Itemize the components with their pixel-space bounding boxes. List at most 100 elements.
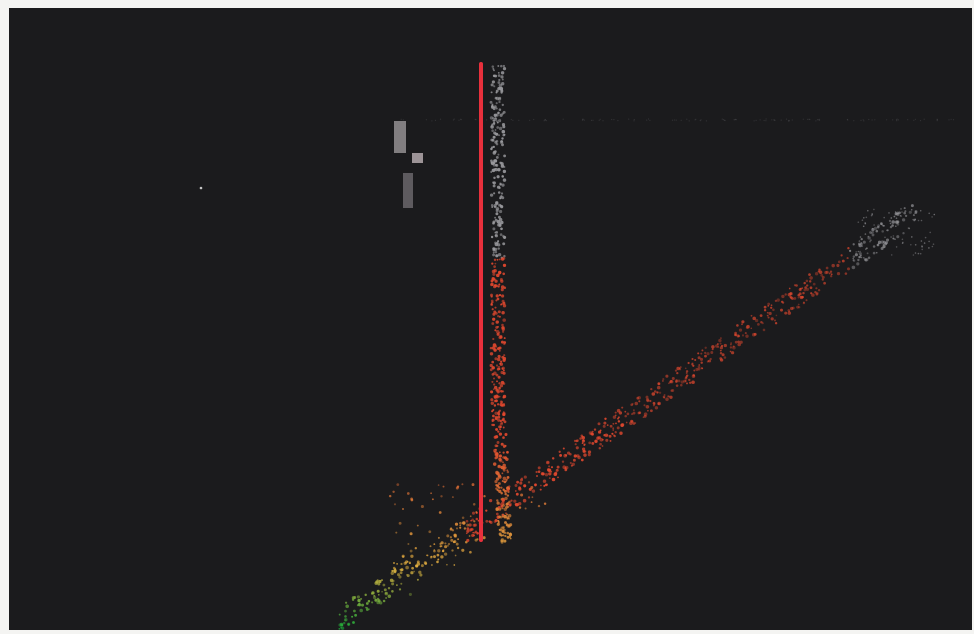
scan-point: [757, 323, 760, 326]
scan-point: [846, 257, 849, 260]
scan-point: [391, 582, 395, 586]
scan-point: [416, 560, 420, 564]
scan-point: [394, 568, 397, 570]
scan-point: [852, 257, 855, 260]
scan-point: [493, 310, 497, 314]
scan-point: [675, 384, 679, 387]
scan-point: [342, 621, 346, 625]
scan-point: [745, 334, 749, 338]
scan-point: [475, 511, 478, 513]
scan-point: [499, 515, 503, 519]
scan-point: [535, 474, 539, 478]
scan-point: [376, 589, 380, 593]
scan-point: [366, 606, 368, 609]
scan-point: [717, 345, 720, 348]
scan-point: [496, 126, 500, 129]
scan-point: [537, 504, 541, 508]
scan-point: [716, 343, 719, 345]
scan-point: [544, 119, 546, 121]
scan-point: [506, 524, 511, 528]
scan-point: [496, 484, 500, 488]
scan-point: [744, 332, 747, 335]
scan-point: [494, 150, 497, 153]
scan-point: [818, 118, 821, 120]
scan-point: [497, 168, 501, 172]
scan-point: [555, 468, 559, 472]
scan-point: [498, 258, 501, 261]
scan-point: [643, 412, 648, 416]
scan-point: [442, 485, 445, 488]
scan-point: [542, 479, 547, 483]
scan-point: [699, 357, 704, 361]
scan-point: [579, 437, 582, 440]
scan-point: [495, 364, 499, 367]
scan-point: [770, 317, 774, 321]
scan-point: [433, 549, 436, 553]
scan-point: [869, 239, 872, 242]
scan-point: [490, 303, 494, 306]
scan-point: [471, 483, 475, 487]
scan-point: [490, 299, 494, 303]
scan-point: [645, 405, 650, 409]
scan-point: [602, 424, 606, 428]
scan-point: [736, 324, 739, 327]
scan-point: [512, 119, 514, 121]
scan-point: [921, 248, 923, 251]
scan-point: [679, 366, 682, 369]
scan-point: [509, 523, 513, 527]
scan-point: [774, 322, 778, 325]
scan-point: [500, 491, 503, 495]
scan-point: [495, 487, 498, 490]
scan-point: [847, 247, 850, 250]
scan-point: [903, 211, 906, 215]
scan-point: [788, 287, 791, 290]
scan-point: [594, 440, 598, 443]
scan-point: [425, 119, 427, 121]
scan-point: [671, 389, 675, 392]
scan-point: [501, 330, 505, 333]
scan-point: [545, 120, 548, 122]
scan-point: [841, 259, 845, 263]
scan-point: [374, 581, 378, 585]
scan-point: [506, 470, 510, 474]
scan-point: [496, 120, 498, 123]
scan-point: [912, 218, 914, 221]
scan-point: [492, 121, 496, 125]
scan-point: [493, 348, 497, 352]
scan-point: [667, 395, 670, 398]
scan-point: [493, 284, 497, 289]
scan-point: [864, 233, 867, 235]
scan-point: [923, 242, 926, 244]
scan-point: [495, 142, 499, 146]
scan-point: [697, 365, 701, 369]
scan-point: [502, 411, 506, 416]
point-cloud-canvas[interactable]: [9, 8, 972, 630]
scan-point: [871, 213, 873, 215]
scan-point: [409, 549, 413, 553]
scan-point: [358, 602, 361, 605]
scan-point: [440, 555, 444, 559]
scan-point: [671, 119, 674, 121]
scan-point: [408, 561, 411, 564]
scan-point: [374, 598, 378, 602]
scan-point: [455, 542, 459, 546]
scan-point: [504, 531, 507, 534]
scan-point: [529, 119, 531, 121]
scan-point: [704, 354, 707, 358]
scan-point: [676, 371, 679, 375]
scan-point: [501, 367, 504, 370]
scan-point: [788, 310, 790, 313]
scan-point: [492, 107, 496, 111]
scan-point: [732, 345, 735, 348]
scan-point: [493, 204, 497, 208]
scan-point: [814, 290, 817, 294]
scan-point: [691, 357, 694, 361]
scan-point: [691, 374, 696, 379]
scan-point: [840, 254, 843, 257]
scan-point: [907, 119, 909, 121]
scan-point: [488, 498, 493, 503]
scan-point: [900, 208, 902, 210]
scan-point: [557, 476, 559, 479]
scan-point: [547, 461, 549, 464]
point-cloud-viewport[interactable]: [9, 8, 972, 630]
